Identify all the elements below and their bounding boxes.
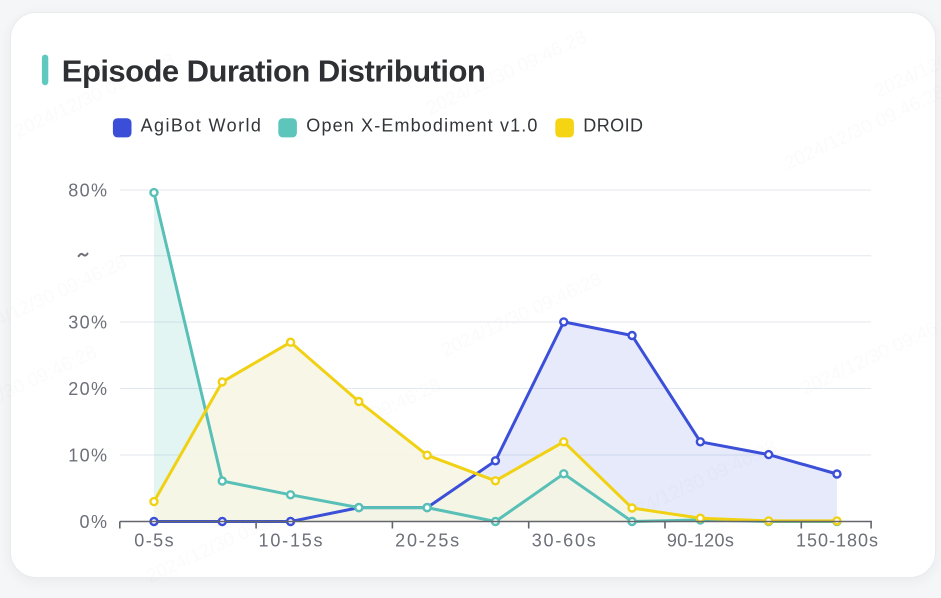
svg-text:30-60s: 30-60s [532, 530, 596, 550]
svg-text:2024/12/30 09:46:28: 2024/12/30 09:46:28 [798, 307, 941, 400]
svg-text:DROID: DROID [583, 115, 643, 135]
svg-text:10%: 10% [68, 445, 107, 465]
svg-text:2024/12/30 09:46:28: 2024/12/30 09:46:28 [0, 252, 130, 345]
svg-text:Episode Duration Distribution: Episode Duration Distribution [62, 54, 486, 89]
svg-text:Open X-Embodiment v1.0: Open X-Embodiment v1.0 [306, 115, 537, 135]
svg-text:0%: 0% [80, 512, 108, 532]
svg-text:80%: 80% [68, 180, 107, 200]
svg-text:0-5s: 0-5s [134, 530, 173, 550]
svg-text:20%: 20% [68, 379, 107, 399]
svg-text:30%: 30% [68, 312, 107, 332]
svg-text:20-25s: 20-25s [395, 530, 459, 550]
svg-text:10-15s: 10-15s [259, 530, 323, 550]
svg-text:90-120s: 90-120s [667, 530, 734, 550]
svg-text:150-180s: 150-180s [796, 530, 878, 550]
svg-text:AgiBot World: AgiBot World [141, 115, 261, 135]
svg-text:2024/12/30 09:46:28: 2024/12/30 09:46:28 [781, 82, 941, 175]
